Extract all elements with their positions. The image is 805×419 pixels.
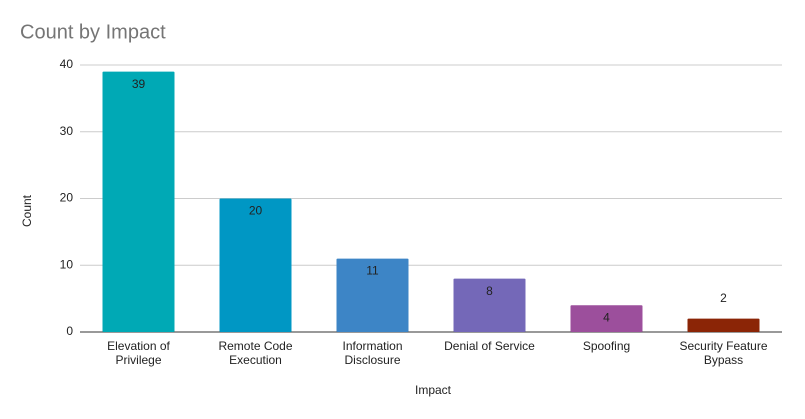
x-tick-label: Security Feature Bypass [679,339,768,367]
x-tick-label: Remote Code Execution [218,339,293,367]
bar [336,258,409,332]
y-tick-label: 40 [60,57,74,71]
y-tick-label: 30 [60,124,74,138]
bar [570,305,643,332]
bar [453,278,526,332]
bar [219,198,292,332]
x-tick-label: Information Disclosure [342,339,403,367]
y-tick-label: 0 [66,324,73,338]
bar [102,71,175,333]
value-label: 4 [603,310,610,324]
x-axis-title: Impact [415,383,452,397]
x-tick-label: Denial of Service [444,339,535,353]
value-label: 8 [486,284,493,298]
y-tick-label: 20 [60,191,74,205]
x-tick-label: Elevation of Privilege [107,339,170,367]
bar [687,318,760,332]
y-axis-title: Count [20,194,34,227]
y-tick-label: 10 [60,257,74,271]
x-tick-label: Spoofing [582,339,631,353]
value-label: 11 [366,264,379,278]
value-label: 20 [249,204,263,218]
value-label: 39 [132,77,146,91]
chart-title: Count by Impact [20,21,166,43]
value-label: 2 [720,291,727,305]
